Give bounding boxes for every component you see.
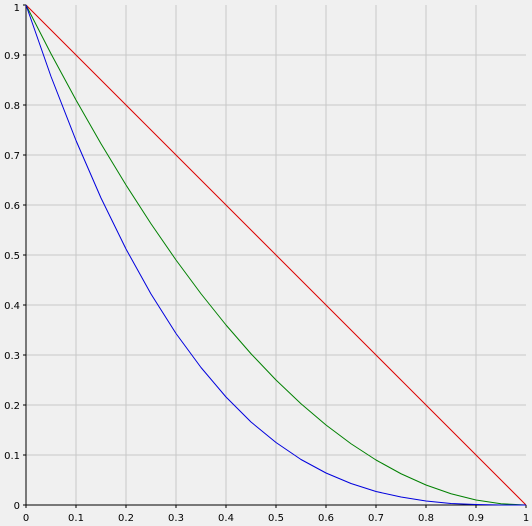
x-tick-label: 0.2 bbox=[118, 513, 134, 524]
y-tick-label: 0.6 bbox=[4, 201, 20, 212]
x-tick-label: 1 bbox=[523, 513, 529, 524]
x-tick-label: 0.1 bbox=[68, 513, 84, 524]
x-tick-label: 0.3 bbox=[168, 513, 184, 524]
x-tick-label: 0.5 bbox=[268, 513, 284, 524]
x-tick-label: 0.7 bbox=[368, 513, 384, 524]
y-tick-label: 0.5 bbox=[4, 251, 20, 262]
y-tick-label: 0.9 bbox=[4, 51, 20, 62]
y-tick-label: 0.4 bbox=[4, 301, 20, 312]
x-tick-label: 0 bbox=[23, 513, 29, 524]
x-tick-label: 0.9 bbox=[468, 513, 484, 524]
x-tick-label: 0.6 bbox=[318, 513, 334, 524]
x-tick-label: 0.8 bbox=[418, 513, 434, 524]
y-tick-label: 0.3 bbox=[4, 351, 20, 362]
y-tick-label: 1 bbox=[14, 3, 20, 14]
y-tick-label: 0.7 bbox=[4, 151, 20, 162]
y-tick-label: 0.8 bbox=[4, 101, 20, 112]
y-tick-label: 0 bbox=[14, 501, 20, 512]
y-tick-label: 0.1 bbox=[4, 451, 20, 462]
series-line-1 bbox=[25, 4, 527, 506]
tick-labels: 0 0.1 0.2 0.3 0.4 0.5 0.6 0.7 0.8 0.9 1 0 0.1 0.2 0.3 0… bbox=[4, 3, 529, 524]
series-lines bbox=[25, 4, 527, 506]
y-tick-label: 0.2 bbox=[4, 401, 20, 412]
series-line-2 bbox=[25, 4, 527, 506]
series-line-3 bbox=[25, 4, 527, 506]
x-tick-label: 0.4 bbox=[218, 513, 234, 524]
axes bbox=[23, 4, 527, 508]
